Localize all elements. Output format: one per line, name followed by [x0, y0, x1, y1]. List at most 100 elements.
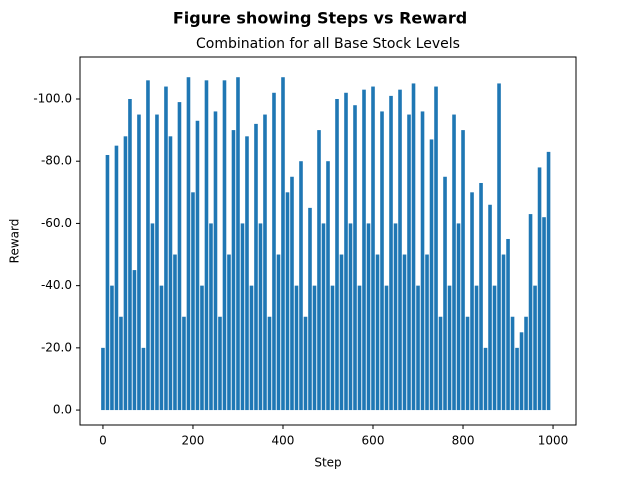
bar [524, 316, 528, 411]
bar [227, 254, 231, 411]
bar [195, 120, 200, 411]
y-tick-label: 0.0 [53, 403, 72, 417]
chart-suptitle: Figure showing Steps vs Reward [173, 9, 467, 28]
y-axis-label: Reward [8, 219, 22, 264]
bar [533, 285, 537, 411]
bar [200, 285, 204, 411]
bar [429, 139, 434, 411]
bar [542, 217, 546, 411]
bar [258, 223, 263, 411]
bar [357, 285, 362, 411]
y-tick-label: -100.0 [33, 91, 72, 105]
bar [452, 114, 456, 411]
bar [276, 254, 281, 411]
bar [528, 214, 533, 411]
bar [375, 254, 380, 411]
bar [105, 154, 110, 411]
bar [380, 111, 384, 411]
bar [465, 316, 470, 411]
bar [110, 285, 114, 411]
bar [101, 347, 105, 411]
bar [339, 254, 344, 411]
bar [416, 285, 420, 411]
bar [402, 254, 407, 411]
axes-frame [79, 56, 577, 426]
bar [389, 95, 393, 411]
bar [456, 223, 461, 411]
bar [348, 223, 353, 411]
bar [461, 130, 465, 411]
bar [213, 111, 218, 411]
bar [272, 92, 276, 411]
bar [425, 254, 429, 411]
bar [240, 223, 245, 411]
bar [123, 136, 128, 411]
bar [182, 316, 186, 411]
x-axis-label: Step [314, 456, 341, 470]
bar [501, 254, 506, 411]
bar [519, 332, 524, 411]
bar [411, 83, 416, 411]
bar [173, 254, 177, 411]
bar [537, 167, 542, 411]
bar [497, 83, 501, 411]
bar [159, 285, 164, 411]
bar [236, 77, 240, 411]
bar [434, 86, 438, 411]
y-tick-label: -20.0 [41, 340, 72, 354]
bar [326, 161, 330, 411]
bar [263, 114, 267, 411]
bar [209, 223, 213, 411]
x-tick-label: 200 [182, 434, 205, 448]
bar [479, 182, 483, 411]
bar [407, 114, 411, 411]
y-tick-label: -60.0 [41, 216, 72, 230]
bar [321, 223, 326, 411]
bar [231, 130, 236, 411]
bar [222, 80, 227, 411]
bar [443, 176, 447, 411]
bar [303, 316, 308, 411]
bar [191, 192, 195, 411]
bar [474, 285, 479, 411]
bar [483, 347, 488, 411]
bar [317, 130, 321, 411]
bar [398, 89, 402, 411]
bar [299, 161, 303, 411]
bar [245, 136, 249, 411]
bar [510, 316, 515, 411]
bar [137, 114, 141, 411]
bar [285, 192, 290, 411]
bar [330, 285, 335, 411]
bar [114, 145, 119, 411]
bar [335, 98, 339, 411]
bar [128, 98, 132, 411]
x-tick-label: 1000 [538, 434, 569, 448]
bar [186, 77, 191, 411]
bar [447, 285, 452, 411]
bar [164, 86, 168, 411]
x-tick-label: 800 [452, 434, 475, 448]
bar [249, 285, 254, 411]
bar [168, 136, 173, 411]
y-tick-label: -80.0 [41, 154, 72, 168]
bar [366, 223, 371, 411]
bar [344, 92, 348, 411]
chart-title: Combination for all Base Stock Levels [196, 36, 460, 52]
bar [438, 316, 443, 411]
bar [308, 207, 312, 411]
bar [470, 192, 474, 411]
x-tick-label: 0 [99, 434, 107, 448]
plot-area [101, 77, 551, 411]
bar [506, 238, 510, 411]
bar [267, 316, 272, 411]
bar [492, 285, 497, 411]
bar [150, 223, 155, 411]
bar [204, 80, 209, 411]
bar [119, 316, 123, 411]
bar [132, 270, 137, 411]
x-tick-label: 600 [362, 434, 385, 448]
bar [141, 347, 146, 411]
bar [420, 111, 425, 411]
